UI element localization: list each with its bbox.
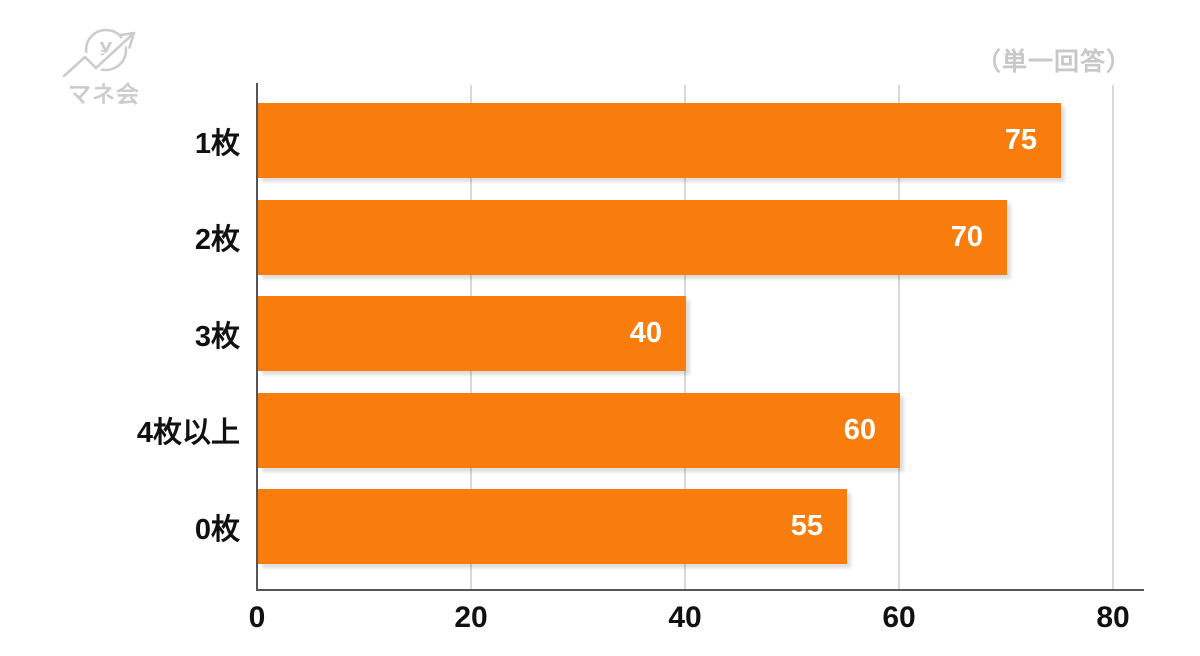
bar-value-label: 60 [843,413,876,446]
brand-name: マネ会 [68,81,140,107]
bar: 60 [258,392,900,468]
gridline [1112,85,1114,589]
gridline [898,85,900,589]
category-label: 3枚 [194,320,240,353]
bar: 55 [258,489,847,564]
answer-type-note: （単一回答） [975,48,1132,76]
x-tick-label: 0 [248,601,266,634]
category-label: 0枚 [194,513,240,546]
category-label: 2枚 [194,224,240,256]
category-label: 1枚 [194,127,240,160]
coin-yen-arrow-icon: ¥ [59,28,139,81]
x-axis-line [256,589,1144,591]
bar-value-label: 40 [629,317,662,349]
y-axis-line [256,83,258,591]
bar: 40 [258,296,686,371]
category-label: 4枚以上 [136,417,240,449]
bar-value-label: 75 [1004,124,1037,156]
bar-value-label: 55 [790,510,823,542]
x-tick-label: 60 [882,601,916,634]
bar-value-label: 70 [950,220,983,253]
x-tick-label: 20 [454,601,488,634]
bar: 75 [258,103,1061,178]
x-tick-label: 80 [1096,601,1130,634]
bar: 70 [258,199,1007,275]
x-tick-label: 40 [668,601,702,634]
brand-logo: ¥ マネ会 [52,24,156,106]
